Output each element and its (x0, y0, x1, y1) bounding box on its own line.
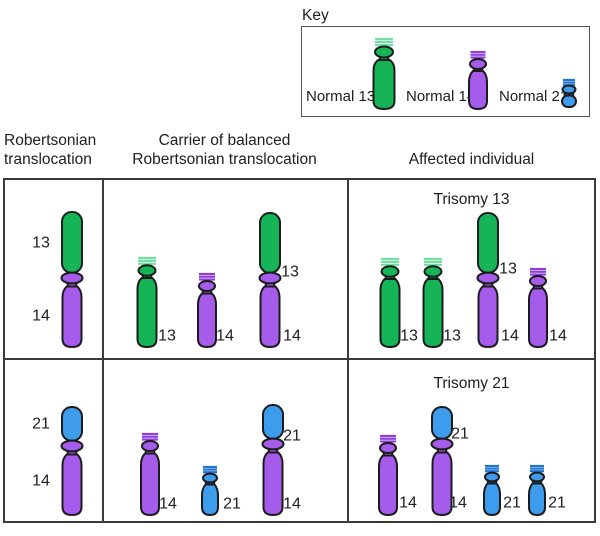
chromosome-label: 14 (449, 495, 467, 512)
column-header-carrier-balanced: Carrier of balanced Robertsonian translo… (132, 132, 317, 168)
cell-chromosomes-r1c1: 13 14 (32, 211, 84, 348)
cell-chromosomes-r1c3: 13 13 13 14 14 (379, 212, 567, 348)
chromosome-label: 13 (499, 261, 517, 278)
chromosome-label: 21 (283, 428, 301, 445)
key-chromosome-normal-14 (468, 50, 488, 110)
chromosome-label: 14 (283, 496, 301, 513)
cell-robertsonian-translocation-13-14: 13 14 (3, 178, 102, 358)
chromosome-normal-21 (201, 465, 219, 516)
chromosome-label: 13 (443, 328, 461, 345)
chromosome-normal-14 (528, 267, 548, 348)
chromosome-label: 21 (503, 495, 521, 512)
cell-affected-trisomy-21: Trisomy 21 14 21 14 21 21 (347, 358, 596, 523)
chromosome-label: 13 (32, 235, 50, 252)
chromosome-normal-13 (136, 256, 158, 348)
chromosome-label: 14 (216, 328, 234, 345)
chromosome-label: 21 (451, 426, 469, 443)
chromosome-label: 14 (549, 328, 567, 345)
chromosome-translocated-13-14 (60, 211, 84, 348)
chromosome-translocated-21-14 (261, 404, 285, 516)
chromosome-label: 14 (399, 495, 417, 512)
key-title: Key (302, 7, 329, 24)
cell-chromosomes-r2c1: 21 14 (32, 406, 84, 516)
trisomy-13-title: Trisomy 13 (433, 191, 510, 208)
key-label-normal-21: Normal 21 (499, 88, 569, 105)
grid-divider-vertical-1 (102, 180, 104, 521)
grid-divider-vertical-2 (347, 180, 349, 521)
chromosome-translocated-13-14 (476, 212, 500, 348)
chromosome-label: 14 (501, 328, 519, 345)
key-label-normal-14: Normal 14 (406, 88, 476, 105)
cell-carrier-21-14: 14 21 21 14 (102, 358, 347, 523)
key-chromosomes (372, 37, 577, 110)
chromosome-normal-21 (528, 464, 546, 516)
cell-robertsonian-translocation-21-14: 21 14 (3, 358, 102, 523)
trisomy-21-title: Trisomy 21 (433, 375, 510, 392)
key-label-normal-13: Normal 13 (306, 88, 376, 105)
chromosome-normal-21 (483, 464, 501, 516)
chromosome-normal-14 (140, 432, 160, 516)
chromosome-label: 14 (32, 473, 50, 490)
column-header-affected-individual: Affected individual (408, 151, 535, 168)
diagram-grid (3, 178, 596, 523)
key-box: Normal 13 Normal 14 Normal 21 (301, 26, 590, 117)
chromosome-label: 13 (281, 264, 299, 281)
chromosome-translocated-21-14 (430, 406, 454, 516)
grid-divider-horizontal (5, 358, 594, 360)
chromosome-translocated-13-14 (258, 212, 282, 348)
chromosome-label: 21 (32, 416, 50, 433)
column-header-robertsonian-translocation: Robertsonian translocation (4, 132, 97, 168)
chromosome-label: 14 (283, 328, 301, 345)
chromosome-label: 14 (32, 308, 50, 325)
chromosome-normal-14 (378, 434, 398, 516)
chromosome-label: 13 (158, 328, 176, 345)
cell-chromosomes-r2c2: 14 21 21 14 (140, 404, 301, 516)
chromosome-label: 21 (223, 496, 241, 513)
chromosome-normal-13 (422, 257, 444, 348)
key-chromosome-normal-21 (561, 78, 577, 108)
key-chromosome-normal-13 (372, 37, 396, 110)
chromosome-label: 21 (548, 495, 566, 512)
cell-affected-trisomy-13: Trisomy 13 13 13 13 14 14 (347, 178, 596, 358)
cell-chromosomes-r2c3: 14 21 14 21 21 (378, 406, 566, 516)
chromosome-label: 14 (159, 496, 177, 513)
cell-chromosomes-r1c2: 13 14 13 14 (136, 212, 301, 348)
chromosome-translocated-21-14 (60, 406, 84, 516)
chromosome-normal-14 (197, 272, 217, 348)
chromosome-normal-13 (379, 257, 401, 348)
cell-carrier-13-14: 13 14 13 14 (102, 178, 347, 358)
chromosome-label: 13 (400, 328, 418, 345)
